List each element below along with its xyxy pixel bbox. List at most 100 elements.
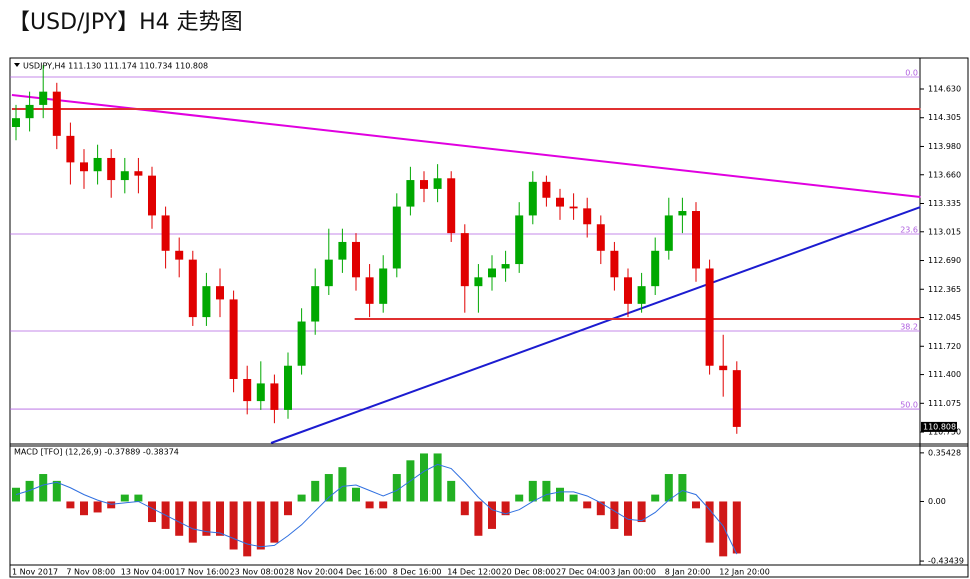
candle-body	[692, 211, 700, 269]
candle-body	[284, 365, 292, 410]
y-tick-label: 111.720	[928, 342, 961, 351]
signal-line	[15, 463, 738, 555]
candle-body	[52, 91, 61, 136]
x-tick-label: 28 Nov 20:00	[284, 568, 338, 577]
macd-bar	[610, 501, 619, 529]
macd-bar	[25, 480, 34, 502]
y-tick-label: 111.075	[928, 399, 961, 408]
macd-bar	[460, 501, 469, 516]
menu-icon	[14, 63, 20, 67]
macd-bar	[474, 501, 483, 536]
macd-bar	[352, 487, 360, 502]
macd-bar	[243, 501, 252, 557]
candle-body	[175, 250, 184, 260]
y-tick-label: -0.43439	[928, 557, 964, 566]
y-tick-label: 113.335	[928, 199, 961, 208]
x-tick-label: 20 Dec 08:00	[502, 568, 556, 577]
candle-body	[379, 268, 388, 304]
candle-body	[66, 135, 75, 163]
fib-label: 38.2	[900, 322, 918, 331]
candle-body	[488, 268, 496, 278]
candle-body	[93, 157, 102, 172]
candle-body	[528, 181, 537, 216]
candle-body	[148, 175, 156, 216]
candle-body	[352, 241, 360, 278]
candle-body	[596, 224, 605, 251]
fib-label: 50.0	[900, 401, 918, 410]
candle-body	[297, 321, 306, 366]
candle-body	[447, 178, 456, 234]
candle-body	[324, 259, 333, 287]
x-tick-label: 8 Jan 20:00	[665, 568, 711, 577]
macd-bar	[637, 501, 646, 523]
macd-bar	[338, 467, 347, 502]
y-tick-label: 0.35428	[928, 448, 961, 457]
candle-body	[134, 171, 143, 176]
x-tick-label: 14 Dec 12:00	[447, 568, 501, 577]
macd-bar	[515, 494, 524, 502]
last-price: 110.808	[923, 422, 956, 431]
candle-body	[107, 157, 116, 181]
macd-bar	[433, 453, 442, 502]
macd-bar	[175, 501, 184, 536]
macd-bar	[284, 501, 292, 516]
macd-bar	[52, 480, 61, 502]
candle-body	[610, 250, 619, 278]
macd-bar	[719, 501, 728, 557]
y-tick-label: 112.045	[928, 313, 961, 322]
trend-line	[11, 94, 921, 199]
candle-body	[311, 286, 320, 322]
candle-body	[583, 208, 592, 225]
candle-body	[433, 178, 442, 189]
candle-body	[39, 91, 48, 105]
chart-frame	[9, 57, 969, 578]
candle-body	[460, 233, 469, 287]
x-tick-label: 27 Dec 04:00	[556, 568, 610, 577]
x-tick-label: 12 Jan 20:00	[719, 568, 770, 577]
x-tick-label: 8 Dec 16:00	[393, 568, 442, 577]
macd-bar	[556, 487, 564, 502]
candle-body	[569, 206, 578, 209]
fib-label: 0.0	[905, 68, 918, 77]
candle-body	[624, 277, 632, 304]
candle-body	[80, 162, 88, 172]
macd-bar	[324, 474, 333, 502]
y-tick-label: 0.00	[928, 497, 946, 506]
macd-bar	[66, 501, 75, 509]
candle-body	[243, 378, 252, 402]
candle-body	[705, 268, 714, 366]
candle-body	[216, 286, 224, 300]
indicator-header: MACD [TFO] (12,26,9) -0.37889 -0.38374	[14, 448, 179, 457]
candle-body	[365, 277, 374, 304]
candle-body	[229, 299, 238, 379]
macd-bar	[297, 494, 306, 502]
chart-header: USDJPY,H4 111.130 111.174 110.734 110.80…	[23, 62, 208, 71]
macd-bar	[216, 501, 224, 536]
macd-bar	[202, 501, 211, 536]
macd-bar	[583, 501, 592, 509]
y-tick-label: 113.015	[928, 227, 961, 236]
candle-body	[542, 181, 551, 198]
macd-bar	[664, 474, 673, 502]
macd-bar	[596, 501, 605, 516]
y-tick-label: 114.305	[928, 113, 961, 122]
page-title: 【USD/JPY】H4 走势图	[8, 10, 243, 35]
macd-bar	[501, 501, 510, 516]
candle-body	[256, 383, 265, 402]
y-tick-label: 114.630	[928, 84, 961, 93]
macd-bar	[732, 501, 741, 554]
x-tick-label: 7 Nov 08:00	[66, 568, 115, 577]
candle-body	[637, 286, 646, 304]
macd-bar	[229, 501, 238, 550]
candle-body	[664, 215, 673, 251]
macd-bar	[39, 474, 48, 502]
macd-bar	[678, 474, 687, 502]
x-tick-label: 4 Dec 16:00	[338, 568, 387, 577]
candle-body	[392, 206, 401, 269]
macd-bar	[379, 501, 388, 509]
macd-bar	[705, 501, 714, 543]
macd-bar	[692, 501, 700, 509]
candle-body	[120, 171, 129, 181]
